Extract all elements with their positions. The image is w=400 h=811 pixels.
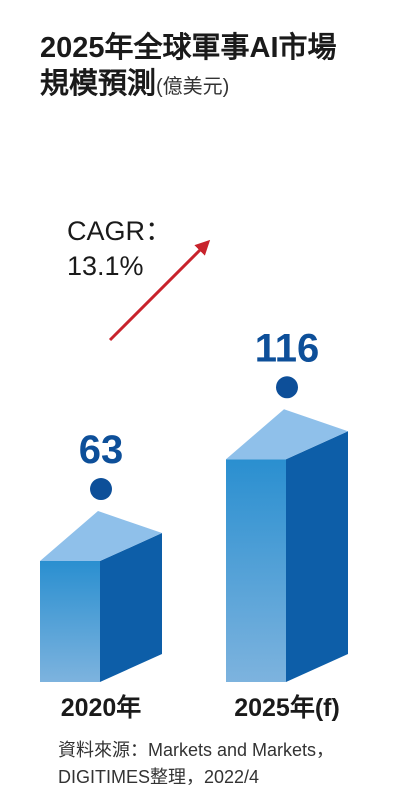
chart-title-line2: 規模預測	[40, 68, 157, 100]
source-line1: 資料來源：Markets and Markets，	[58, 740, 335, 760]
value-dot-2	[276, 376, 298, 399]
source-note: 資料來源：Markets and Markets， DIGITIMES整理，202…	[58, 737, 334, 791]
chart-title: 2025年全球軍事AI市場	[40, 32, 337, 64]
bar-top-1	[40, 511, 162, 562]
cagr-label: CAGR：	[67, 216, 172, 246]
unit-label: (億美元)	[156, 76, 230, 98]
cagr-value: 13.1%	[67, 251, 144, 281]
bar-top-2	[226, 409, 348, 460]
value-label-1: 63	[79, 428, 124, 472]
category-label-1: 2020年	[61, 693, 142, 722]
value-dot-1	[90, 478, 112, 501]
bar-chart: 63 2020年 116 2025年(f) CAGR： 13.1%	[40, 216, 348, 722]
category-label-2: 2025年(f)	[234, 693, 340, 722]
cagr-arrow	[108, 239, 211, 342]
source-line2: DIGITIMES整理，2022/4	[58, 767, 260, 787]
bar-front-1	[40, 561, 100, 682]
bar-side-1	[100, 533, 162, 682]
bar-front-2	[226, 459, 286, 682]
value-label-2: 116	[255, 326, 320, 370]
chart-subtitle: 規模預測(億美元)	[40, 60, 229, 102]
bar-side-2	[286, 431, 348, 682]
